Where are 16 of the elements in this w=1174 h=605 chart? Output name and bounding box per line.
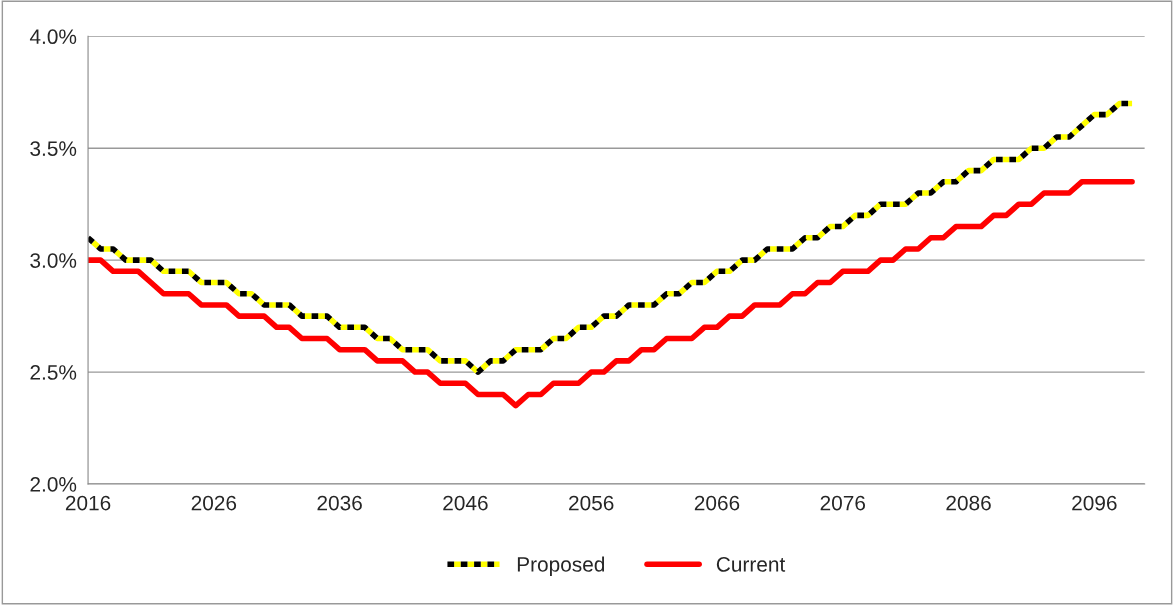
x-tick-label: 2046: [443, 495, 488, 511]
x-tick-label: 2026: [191, 495, 237, 511]
x-tick-label: 2076: [820, 495, 866, 511]
x-tick-label: 2056: [569, 495, 614, 511]
x-tick-label: 2016: [65, 495, 111, 511]
y-tick-label: 3.5%: [30, 141, 77, 156]
y-tick-label: 3.0%: [30, 253, 77, 268]
x-tick-label: 2036: [317, 495, 362, 511]
x-tick-label: 2086: [946, 495, 991, 511]
y-tick-label: 2.0%: [30, 477, 77, 492]
x-tick-label: 2096: [1072, 495, 1117, 511]
x-tick-label: 2066: [694, 495, 740, 511]
legend-label: Current: [716, 557, 786, 572]
legend-label: Proposed: [517, 556, 605, 576]
y-tick-label: 4.0%: [29, 29, 77, 45]
y-tick-label: 2.5%: [30, 365, 77, 380]
